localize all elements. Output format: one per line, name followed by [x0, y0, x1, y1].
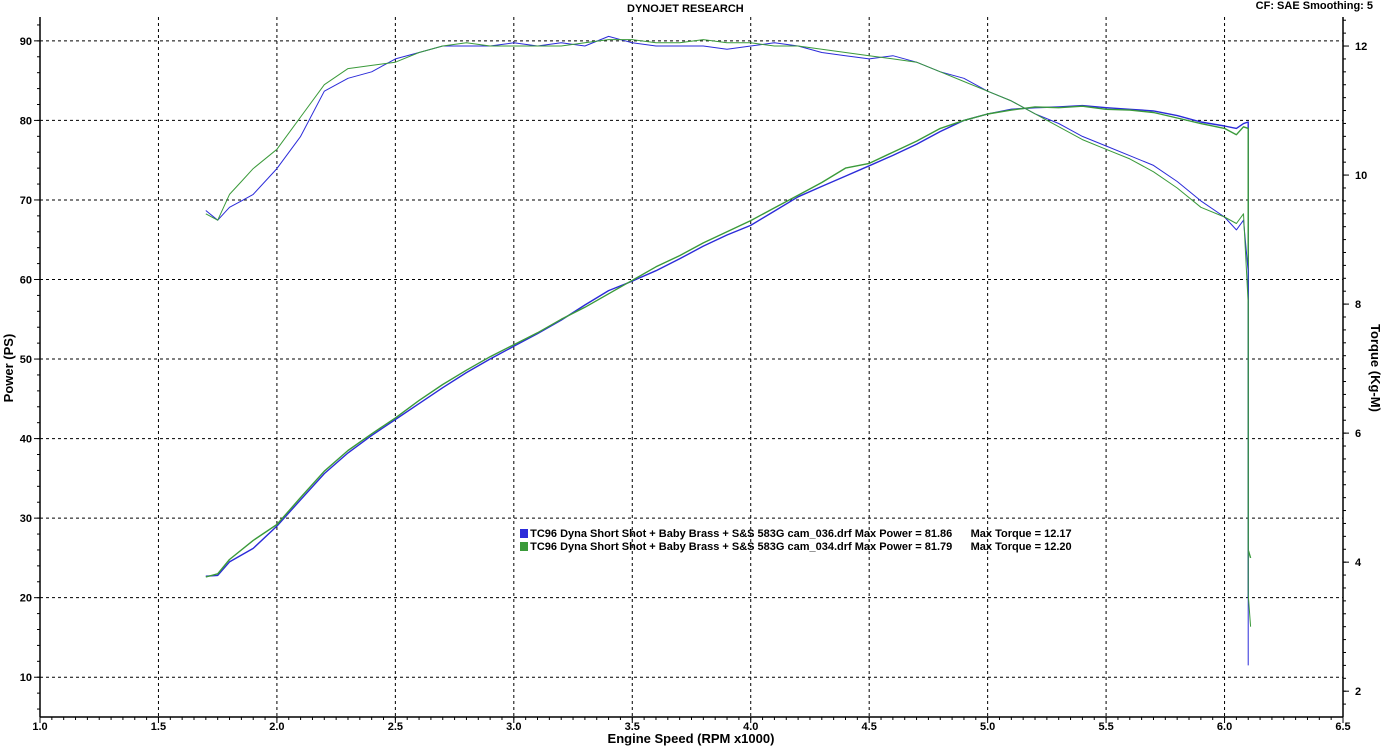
series-layer [205, 35, 1252, 666]
legend-max-torque: Max Torque = 12.17 [970, 528, 1072, 540]
legend-max-power: Max Power = 81.79 [854, 541, 953, 553]
y-left-tick-label: 90 [20, 36, 32, 48]
y-left-tick-label: 70 [20, 195, 32, 207]
x-tick-label: 5.0 [980, 721, 995, 733]
legend-entry-1: TC96 Dyna Short Shot + Baby Brass + S&S … [514, 515, 1072, 541]
x-axis-label: Engine Speed (RPM x1000) [608, 731, 775, 746]
legend-entry-2: TC96 Dyna Short Shot + Baby Brass + S&S … [514, 528, 1072, 554]
x-tick-label: 3.5 [625, 721, 640, 733]
legend-name: TC96 Dyna Short Shot + Baby Brass + S&S … [530, 541, 852, 553]
grid-lines [40, 17, 1343, 717]
x-tick-label: 2.5 [388, 721, 403, 733]
legend-max-torque: Max Torque = 12.20 [970, 541, 1072, 553]
x-tick-label: 1.5 [151, 721, 166, 733]
y-left-tick-label: 50 [20, 354, 32, 366]
y-right-tick-label: 8 [1355, 299, 1361, 311]
x-tick-label: 4.5 [862, 721, 877, 733]
x-tick-label: 1.0 [32, 721, 47, 733]
y-left-tick-label: 80 [20, 115, 32, 127]
y-left-tick-label: 20 [20, 593, 32, 605]
x-tick-label: 2.0 [269, 721, 284, 733]
x-tick-label: 6.0 [1217, 721, 1232, 733]
legend-swatch-green [520, 542, 529, 551]
power-curve-blue [205, 104, 1249, 598]
y-right-tick-label: 4 [1355, 557, 1362, 569]
y-axis-label-left: Power (PS) [1, 334, 16, 403]
legend-max-power: Max Power = 81.86 [854, 528, 953, 540]
y-axis-label-right: Torque (Kg-M) [1368, 324, 1383, 412]
legend-name: TC96 Dyna Short Shot + Baby Brass + S&S … [530, 528, 852, 540]
tick-labels: 1.0 1.5 2.0 2.5 3.0 3.5 4.0 4.5 5.0 5.5 6.0 6.5 10 20… [20, 36, 1368, 733]
y-left-tick-label: 40 [20, 434, 32, 446]
y-right-tick-label: 12 [1355, 41, 1367, 53]
chart-title: DYNOJET RESEARCH [627, 3, 744, 15]
x-tick-label: 5.5 [1098, 721, 1113, 733]
y-left-tick-label: 60 [20, 275, 32, 287]
y-right-tick-label: 10 [1355, 170, 1367, 182]
y-right-tick-label: 2 [1355, 686, 1361, 698]
legend-swatch-blue [520, 529, 529, 538]
axes [34, 17, 1349, 723]
x-tick-label: 4.0 [743, 721, 758, 733]
y-left-tick-label: 30 [20, 513, 32, 525]
power-curve-green [205, 105, 1252, 578]
y-left-tick-label: 10 [20, 672, 32, 684]
torque-curve-blue [205, 35, 1249, 666]
cf-smoothing-info: CF: SAE Smoothing: 5 [1255, 0, 1373, 12]
torque-curve-green [205, 39, 1252, 627]
x-tick-label: 6.5 [1335, 721, 1350, 733]
x-tick-label: 3.0 [506, 721, 521, 733]
y-right-tick-label: 6 [1355, 428, 1361, 440]
